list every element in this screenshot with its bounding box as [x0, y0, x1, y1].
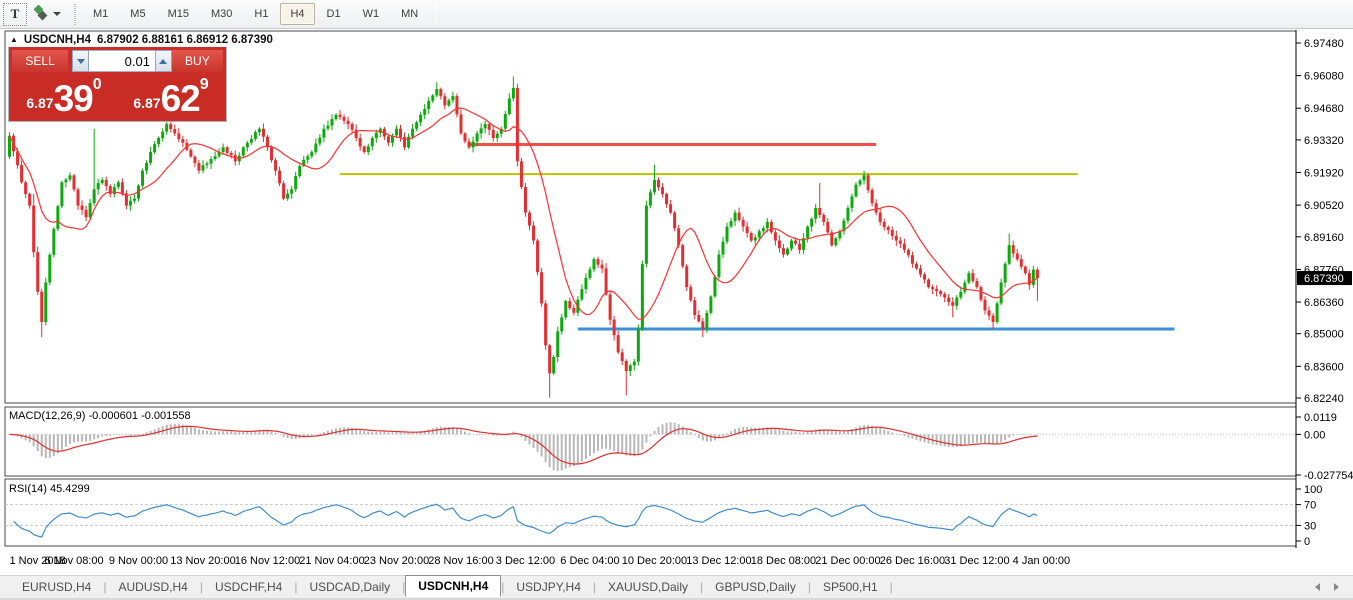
- timeframe-button-h4[interactable]: H4: [280, 3, 315, 25]
- timeframe-button-m30[interactable]: M30: [210, 8, 233, 20]
- svg-text:6.93320: 6.93320: [1304, 135, 1344, 147]
- chart-tab-xauusd[interactable]: XAUUSD,Daily: [608, 580, 689, 594]
- timeframe-button-m15[interactable]: M15: [167, 8, 189, 20]
- chart-ohlc-values: 6.87902 6.88161 6.86912 6.87390: [97, 34, 273, 46]
- price-chart-canvas[interactable]: 6.97480 6.96080 6.94680 6.93320 6.91920 6.905…: [0, 30, 1353, 575]
- svg-text:4 Jan 00:00: 4 Jan 00:00: [1013, 555, 1071, 567]
- svg-text:MACD(12,26,9) -0.000601 -0.001: MACD(12,26,9) -0.000601 -0.001558: [9, 410, 191, 422]
- tab-separator: |: [700, 580, 704, 594]
- svg-text:RSI(14) 45.4299: RSI(14) 45.4299: [9, 483, 90, 495]
- status-strip: [0, 598, 1353, 600]
- chart-tab-sp500[interactable]: SP500,H1: [822, 580, 878, 594]
- svg-text:70: 70: [1304, 500, 1316, 512]
- chart-title: ▲ USDCNH,H4 6.87902 6.88161 6.86912 6.87…: [10, 34, 273, 46]
- buy-price-box[interactable]: 6.87 62 9: [119, 75, 223, 118]
- svg-text:21 Dec 00:00: 21 Dec 00:00: [815, 555, 880, 567]
- svg-text:6.82240: 6.82240: [1304, 393, 1344, 405]
- timeframe-button-h1[interactable]: H1: [254, 8, 269, 20]
- svg-text:6.83600: 6.83600: [1304, 361, 1344, 373]
- sell-price-base: 6.87: [26, 95, 54, 111]
- timeframe-button-group: M1 M5 M15 M30 H1 H4 D1 W1 MN: [82, 3, 429, 25]
- triangle-up-icon: ▲: [10, 34, 18, 44]
- sell-button[interactable]: SELL: [12, 50, 69, 72]
- chart-tab-usdchf[interactable]: USDCHF,H4: [214, 580, 283, 594]
- tab-separator: |: [807, 580, 811, 594]
- svg-text:6.90520: 6.90520: [1304, 200, 1344, 212]
- svg-text:31 Dec 12:00: 31 Dec 12:00: [944, 555, 1009, 567]
- tab-separator: |: [889, 580, 893, 594]
- svg-text:6.97480: 6.97480: [1304, 38, 1344, 50]
- svg-text:6.94680: 6.94680: [1304, 103, 1344, 115]
- svg-text:13 Nov 20:00: 13 Nov 20:00: [170, 555, 235, 567]
- chart-window: 6.97480 6.96080 6.94680 6.93320 6.91920 6.905…: [0, 30, 1353, 575]
- svg-text:30: 30: [1304, 520, 1316, 532]
- svg-text:9 Nov 00:00: 9 Nov 00:00: [109, 555, 168, 567]
- timeframe-button-m5[interactable]: M5: [130, 8, 146, 20]
- chart-tab-eurusd[interactable]: EURUSD,H4: [22, 580, 92, 594]
- toolbar-separator: [435, 3, 437, 25]
- svg-text:6.96080: 6.96080: [1304, 71, 1344, 83]
- objects-tool-button[interactable]: [29, 3, 63, 26]
- chart-tab-audusd[interactable]: AUDUSD,H4: [118, 580, 188, 594]
- volume-decrease-button[interactable]: [72, 50, 89, 72]
- chart-tab-bar: EURUSD,H4 | AUDUSD,H4 | USDCHF,H4 | USDCAD,Dai…: [0, 575, 1353, 598]
- svg-text:6 Dec 04:00: 6 Dec 04:00: [560, 555, 619, 567]
- svg-text:13 Dec 12:00: 13 Dec 12:00: [686, 555, 751, 567]
- svg-text:26 Dec 16:00: 26 Dec 16:00: [880, 555, 945, 567]
- tab-separator: |: [294, 580, 298, 594]
- timeframe-button-mn[interactable]: MN: [401, 8, 419, 20]
- svg-text:0: 0: [1304, 536, 1310, 548]
- text-label-tool-button[interactable]: T: [3, 2, 27, 26]
- volume-input[interactable]: [88, 50, 155, 72]
- tab-separator: |: [103, 580, 107, 594]
- sell-price-box[interactable]: 6.87 39 0: [12, 75, 116, 118]
- diamonds-icon: [31, 4, 49, 24]
- svg-text:6.91920: 6.91920: [1304, 168, 1344, 180]
- svg-text:3 Dec 12:00: 3 Dec 12:00: [496, 555, 555, 567]
- timeframe-button-m1[interactable]: M1: [93, 8, 109, 20]
- buy-price-base: 6.87: [133, 95, 161, 111]
- triangle-up-icon: [159, 58, 168, 64]
- svg-text:28 Nov 16:00: 28 Nov 16:00: [428, 555, 493, 567]
- tab-separator: |: [501, 580, 505, 594]
- volume-increase-button[interactable]: [154, 50, 172, 72]
- chevron-down-icon: [53, 12, 61, 16]
- svg-text:6 Nov 08:00: 6 Nov 08:00: [44, 555, 103, 567]
- svg-text:21 Nov 04:00: 21 Nov 04:00: [299, 555, 364, 567]
- tab-separator: |: [592, 580, 596, 594]
- svg-text:18 Dec 08:00: 18 Dec 08:00: [751, 555, 816, 567]
- triangle-down-icon: [76, 58, 85, 64]
- svg-text:6.85000: 6.85000: [1304, 329, 1344, 341]
- top-toolbar: T M1 M5 M15 M30 H1 H4 D1 W1 MN: [0, 0, 1353, 29]
- buy-button[interactable]: BUY: [171, 50, 223, 72]
- svg-text:16 Nov 12:00: 16 Nov 12:00: [235, 555, 300, 567]
- chart-symbol-label: USDCNH,H4: [23, 34, 92, 46]
- svg-text:-0.027754: -0.027754: [1304, 470, 1353, 482]
- sell-price-point: 0: [92, 76, 102, 93]
- svg-text:23 Nov 20:00: 23 Nov 20:00: [364, 555, 429, 567]
- svg-text:10 Dec 20:00: 10 Dec 20:00: [622, 555, 687, 567]
- timeframe-button-d1[interactable]: D1: [326, 8, 341, 20]
- chart-tab-usdcnh[interactable]: USDCNH,H4: [405, 575, 502, 597]
- one-click-trade-panel: SELL BUY 6.87 39 0 6.87 62 9: [8, 47, 227, 122]
- svg-text:6.87390: 6.87390: [1304, 273, 1344, 285]
- chart-tab-usdcad[interactable]: USDCAD,Daily: [309, 580, 391, 594]
- sell-price-pips: 39: [53, 77, 94, 119]
- chart-tab-gbpusd[interactable]: GBPUSD,Daily: [715, 580, 796, 594]
- svg-text:0.0119: 0.0119: [1304, 412, 1337, 424]
- timeframe-button-w1[interactable]: W1: [362, 8, 380, 20]
- svg-text:1 Nov 2018: 1 Nov 2018: [10, 555, 66, 567]
- svg-text:100: 100: [1304, 484, 1322, 496]
- tabs-scroll-right-icon[interactable]: [1334, 583, 1339, 591]
- toolbar-grip: [71, 3, 78, 25]
- chart-tab-usdjpy[interactable]: USDJPY,H4: [516, 580, 581, 594]
- buy-price-pips: 62: [160, 77, 201, 119]
- svg-text:6.86360: 6.86360: [1304, 297, 1344, 309]
- tabs-scroll-left-icon[interactable]: [1315, 583, 1320, 591]
- buy-price-point: 9: [199, 76, 209, 93]
- tab-separator: |: [402, 580, 406, 594]
- svg-text:6.89160: 6.89160: [1304, 232, 1344, 244]
- tab-separator: |: [199, 580, 203, 594]
- svg-text:0.00: 0.00: [1304, 429, 1325, 441]
